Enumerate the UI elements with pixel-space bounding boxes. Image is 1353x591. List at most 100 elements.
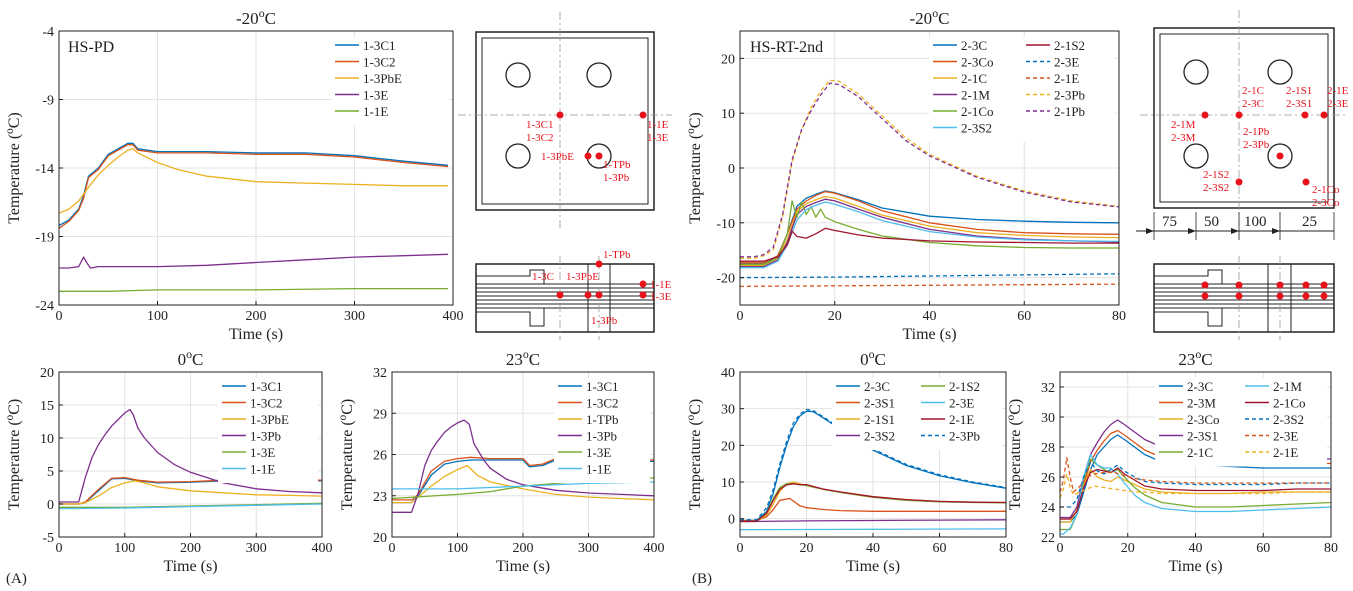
sensor-label: 1-1E xyxy=(650,279,672,291)
y-tick-label: 10 xyxy=(721,476,735,491)
legend-label: 2-1C xyxy=(961,71,987,86)
sensor-dot xyxy=(1320,111,1328,119)
y-tick-label: 32 xyxy=(373,366,387,381)
chart-title: 23oC xyxy=(1178,347,1212,369)
legend-label: 2-3E xyxy=(1054,55,1079,70)
x-axis-title: Time (s) xyxy=(163,558,217,575)
sensor-label: 1-TPb xyxy=(603,159,631,171)
series-line xyxy=(740,408,1006,521)
legend-label: 2-3C xyxy=(1187,379,1213,394)
bracket-top xyxy=(1154,269,1223,284)
y-axis-title: Temperature (oC) xyxy=(337,399,356,511)
sensor-dot xyxy=(1201,281,1209,289)
section-outline xyxy=(475,263,655,333)
sensor-dot xyxy=(1320,281,1328,289)
chart-panel: 0 100 200 300 400 20 23 26 29 32 Time (s) Temperatu… xyxy=(337,347,665,575)
legend-label: 2-1S2 xyxy=(1054,38,1085,53)
y-tick-label: 29 xyxy=(373,407,387,422)
sensor-label: 2-1C xyxy=(1242,85,1264,97)
sensor-label: 1-3E xyxy=(647,132,669,144)
series-line xyxy=(740,410,1006,522)
x-axis-title: Time (s) xyxy=(1168,558,1222,575)
x-tick-label: 80 xyxy=(1112,309,1126,324)
series-line xyxy=(740,483,1006,522)
dim-arrow xyxy=(1231,228,1239,234)
series-line xyxy=(1060,461,1331,508)
sensor-dot xyxy=(1320,292,1328,300)
legend-label: 2-3Pb xyxy=(1054,88,1085,103)
legend-label: 1-3Pb xyxy=(586,429,617,444)
y-axis-title: Temperature (oC) xyxy=(685,399,704,511)
y-tick-label: -14 xyxy=(35,162,54,177)
x-tick-label: 40 xyxy=(866,541,880,556)
series-line xyxy=(1060,473,1331,499)
legend-label: 2-3M xyxy=(1187,396,1216,411)
diagram-b-dim-arrows xyxy=(1146,228,1280,234)
x-axis-title: Time (s) xyxy=(846,558,900,575)
panel-label-b: (B) xyxy=(692,571,712,587)
sensor-dot xyxy=(1235,178,1243,186)
series-line xyxy=(59,503,322,510)
series-line xyxy=(740,519,1006,523)
legend-label: 2-1E xyxy=(1054,71,1079,86)
legend-label: 2-1S1 xyxy=(864,412,895,427)
chart-panel: 0 20 40 60 80 -20 -10 0 10 20 Time (s) Temperature … xyxy=(685,6,1126,343)
sensor-dot xyxy=(1276,292,1284,300)
legend-label: 2-1M xyxy=(1273,379,1302,394)
sensor-dot xyxy=(1276,152,1284,160)
x-tick-label: 200 xyxy=(513,541,534,556)
sensor-dot xyxy=(1301,111,1309,119)
legend-label: 2-3Co xyxy=(1187,412,1220,427)
x-tick-label: 300 xyxy=(344,309,365,324)
chart-panel: 0 20 40 60 80 0 10 20 30 40 Time (s) Temperature (o… xyxy=(685,347,1013,575)
series-line xyxy=(740,201,1119,269)
bracket-top xyxy=(476,269,545,284)
x-axis-title: Time (s) xyxy=(229,326,283,343)
section-outline xyxy=(1153,263,1335,333)
dimension-label: 50 xyxy=(1204,214,1219,230)
legend-label: 2-3C xyxy=(961,38,987,53)
y-tick-label: -4 xyxy=(42,25,54,40)
legend-label: 1-3C1 xyxy=(586,379,619,394)
x-tick-label: 80 xyxy=(999,541,1013,556)
y-tick-label: 0 xyxy=(47,498,54,513)
sensor-dot xyxy=(595,291,603,299)
y-tick-label: 20 xyxy=(721,439,735,454)
y-tick-label: 0 xyxy=(728,513,735,528)
y-tick-label: 23 xyxy=(373,490,387,505)
series-line xyxy=(740,227,1119,262)
y-tick-label: 28 xyxy=(1041,441,1055,456)
series-line xyxy=(59,287,449,292)
legend-label: 2-1E xyxy=(1273,445,1298,460)
series-line xyxy=(59,480,322,505)
bolt-hole xyxy=(1267,143,1293,169)
outer-plate xyxy=(1153,27,1335,209)
chart-panel: 0 20 40 60 80 22 24 26 28 30 32 Time (s) Temperature… xyxy=(1005,347,1338,575)
legend-box xyxy=(1155,378,1327,467)
sensor-dot xyxy=(1302,292,1310,300)
x-tick-label: 0 xyxy=(56,309,63,324)
legend-box xyxy=(218,378,318,483)
x-axis-title: Time (s) xyxy=(902,326,956,343)
sensor-label: 1-3E xyxy=(650,291,672,303)
x-tick-label: 40 xyxy=(1189,541,1203,556)
sensor-dot xyxy=(1201,111,1209,119)
diagram-b-top-labels: 2-1C 2-3C 2-1S1 2-3S1 2-1E 2-3E 2-1M 2-3… xyxy=(1171,85,1349,209)
x-tick-label: 100 xyxy=(447,541,468,556)
chart-title: 0oC xyxy=(178,347,204,369)
legend-label: 1-1E xyxy=(586,462,611,477)
y-tick-label: 20 xyxy=(373,531,387,546)
sensor-label: 2-3M xyxy=(1171,132,1196,144)
sensor-label: 1-3Pb xyxy=(603,172,630,184)
sensor-dot xyxy=(1235,281,1243,289)
y-tick-label: 32 xyxy=(1041,381,1055,396)
series-line xyxy=(59,142,449,227)
x-tick-label: 80 xyxy=(1324,541,1338,556)
legend-label: 2-3E xyxy=(949,396,974,411)
legend-label: 2-1Co xyxy=(961,104,994,119)
x-tick-label: 300 xyxy=(246,541,267,556)
y-tick-label: -24 xyxy=(35,299,54,314)
sensor-dot xyxy=(1235,292,1243,300)
